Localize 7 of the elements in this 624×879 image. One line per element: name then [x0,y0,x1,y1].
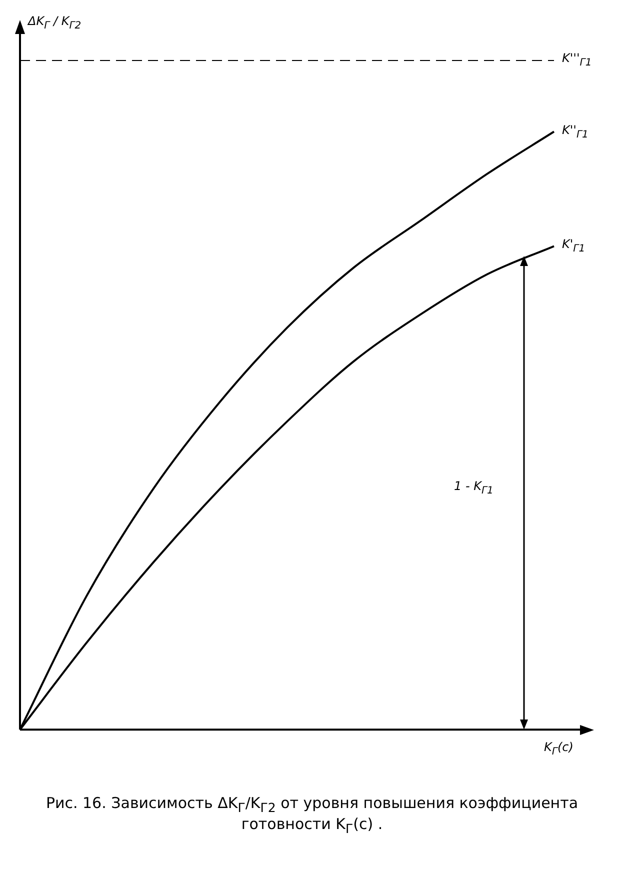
series-label: K'''$_{Г1}$ [562,51,592,68]
text: Рис. 16. Зависимость ΔK$_{Г}$/K$_{Г2}$ от уровня повышения коэффициента готовности K$_{Г}$(c) . [44,794,580,836]
series-label: K'$_{Г1}$ [562,237,586,255]
annotation: 1 - K$_{Г1}$ [454,478,494,496]
x-axis-title: K$_{Г}$(c) [544,740,574,757]
series-label: K''$_{Г1}$ [562,122,588,140]
y-axis-title: ΔK$_{Г}$ / K$_{Г2}$ [28,14,82,32]
